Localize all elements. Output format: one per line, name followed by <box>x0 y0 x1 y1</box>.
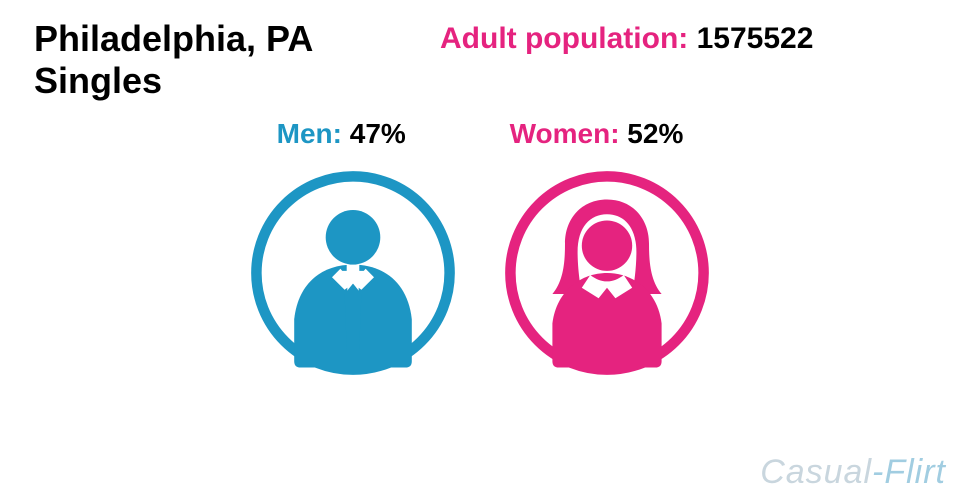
men-label: Men: <box>277 118 342 149</box>
female-icon <box>502 168 712 383</box>
population-value: 1575522 <box>697 22 814 55</box>
stats-row: Men: 47% Women: 52% <box>0 118 960 150</box>
men-value: 47% <box>350 118 406 149</box>
brand-part2: -Flirt <box>872 453 946 491</box>
men-stat: Men: 47% <box>277 118 406 150</box>
city-title: Philadelphia, PA <box>34 18 313 60</box>
women-stat: Women: 52% <box>510 118 684 150</box>
brand-part1: Casual <box>760 453 872 491</box>
population-block: Adult population: 1575522 <box>440 22 813 56</box>
population-label: Adult population: <box>440 22 688 55</box>
male-icon <box>248 168 458 383</box>
women-value: 52% <box>627 118 683 149</box>
women-label: Women: <box>510 118 620 149</box>
infographic-root: Philadelphia, PA Singles Adult populatio… <box>0 0 960 502</box>
subtitle: Singles <box>34 60 313 102</box>
brand-watermark: Casual-Flirt <box>760 453 946 492</box>
icons-row <box>0 168 960 383</box>
title-block: Philadelphia, PA Singles <box>34 18 313 102</box>
